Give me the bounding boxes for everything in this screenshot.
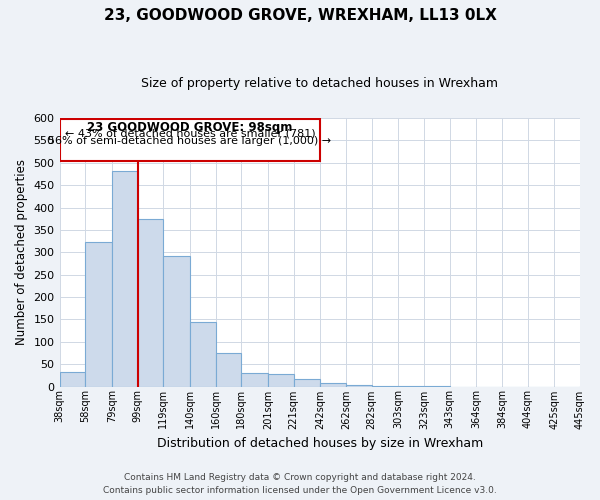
Bar [320,383,346,386]
Bar [241,372,268,386]
Bar [137,219,163,386]
Bar [59,119,320,162]
Bar [112,172,137,386]
Bar [85,242,112,386]
Text: ← 43% of detached houses are smaller (781): ← 43% of detached houses are smaller (78… [65,129,315,139]
Bar [215,353,241,386]
Text: 23, GOODWOOD GROVE, WREXHAM, LL13 0LX: 23, GOODWOOD GROVE, WREXHAM, LL13 0LX [104,8,496,22]
Bar [268,374,293,386]
Text: 23 GOODWOOD GROVE: 98sqm: 23 GOODWOOD GROVE: 98sqm [87,121,293,134]
Text: Contains HM Land Registry data © Crown copyright and database right 2024.
Contai: Contains HM Land Registry data © Crown c… [103,474,497,495]
Y-axis label: Number of detached properties: Number of detached properties [15,160,28,346]
Bar [59,372,85,386]
Bar [346,385,371,386]
Bar [293,379,320,386]
Bar [163,256,190,386]
X-axis label: Distribution of detached houses by size in Wrexham: Distribution of detached houses by size … [157,437,483,450]
Text: 56% of semi-detached houses are larger (1,000) →: 56% of semi-detached houses are larger (… [49,136,332,146]
Title: Size of property relative to detached houses in Wrexham: Size of property relative to detached ho… [141,78,498,90]
Bar [190,322,215,386]
